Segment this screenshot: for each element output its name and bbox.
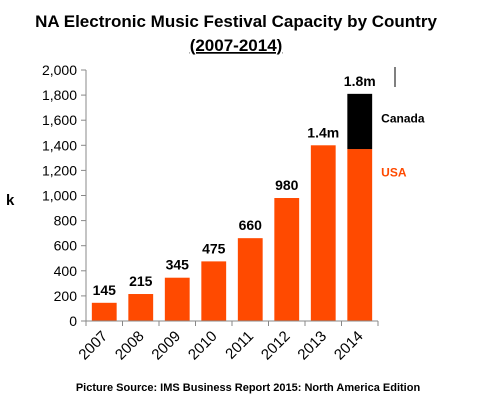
x-tick-label: 2010: [185, 328, 221, 364]
bar-usa: [310, 145, 336, 321]
y-tick-label: 1,200: [42, 162, 77, 178]
bar-usa: [128, 294, 154, 321]
y-tick-label: 800: [54, 213, 78, 229]
data-label: 475: [202, 240, 226, 256]
x-tick-label: 2007: [75, 328, 111, 364]
data-label: 660: [239, 217, 263, 233]
bar-canada: [347, 93, 373, 150]
chart-subtitle: (2007-2014): [190, 36, 283, 55]
y-tick-label: 0: [69, 313, 77, 329]
y-axis-label: k: [6, 192, 15, 209]
data-label: 980: [275, 177, 299, 193]
y-tick-label: 200: [54, 288, 78, 304]
bars: [91, 93, 373, 321]
y-tick-label: 1,600: [42, 112, 77, 128]
x-axis-ticks: 2007 2008 2009 2010 2011 2012 2013 2014: [75, 321, 379, 364]
source-text: Picture Source: IMS Business Report 2015…: [76, 382, 421, 394]
data-label: 345: [166, 257, 190, 273]
data-label: 145: [93, 282, 117, 298]
x-tick-label: 2012: [258, 328, 294, 364]
y-tick-label: 400: [54, 263, 78, 279]
bar-usa: [91, 302, 117, 321]
bar-usa: [201, 261, 227, 321]
bar-usa: [237, 238, 263, 321]
y-tick-label: 1,400: [42, 137, 77, 153]
x-tick-label: 2013: [294, 328, 330, 364]
y-axis-ticks: 0 200 400 600 800 1,000 1,200 1,400 1,600 1,800 2,…: [42, 62, 86, 329]
y-tick-label: 1,000: [42, 188, 77, 204]
chart-title: NA Electronic Music Festival Capacity by…: [35, 12, 437, 31]
bar-usa: [164, 277, 190, 321]
bar-usa: [274, 198, 300, 321]
data-label: 1.4m: [307, 124, 339, 140]
x-tick-label: 2011: [222, 328, 257, 363]
data-label: 215: [129, 273, 153, 289]
x-tick-label: 2009: [148, 328, 184, 364]
bar-usa: [347, 149, 373, 321]
data-label: 1.8m: [344, 73, 376, 89]
y-tick-label: 2,000: [42, 62, 77, 78]
x-tick-label: 2008: [112, 328, 148, 364]
legend-canada: Canada: [381, 112, 425, 126]
data-labels: 145 215 345 475 660 980 1.4m 1.8m: [93, 73, 376, 298]
legend: Canada USA: [381, 112, 425, 180]
y-tick-label: 1,800: [42, 87, 77, 103]
legend-usa: USA: [381, 165, 407, 179]
y-tick-label: 600: [54, 238, 78, 254]
x-tick-label: 2014: [331, 328, 367, 364]
